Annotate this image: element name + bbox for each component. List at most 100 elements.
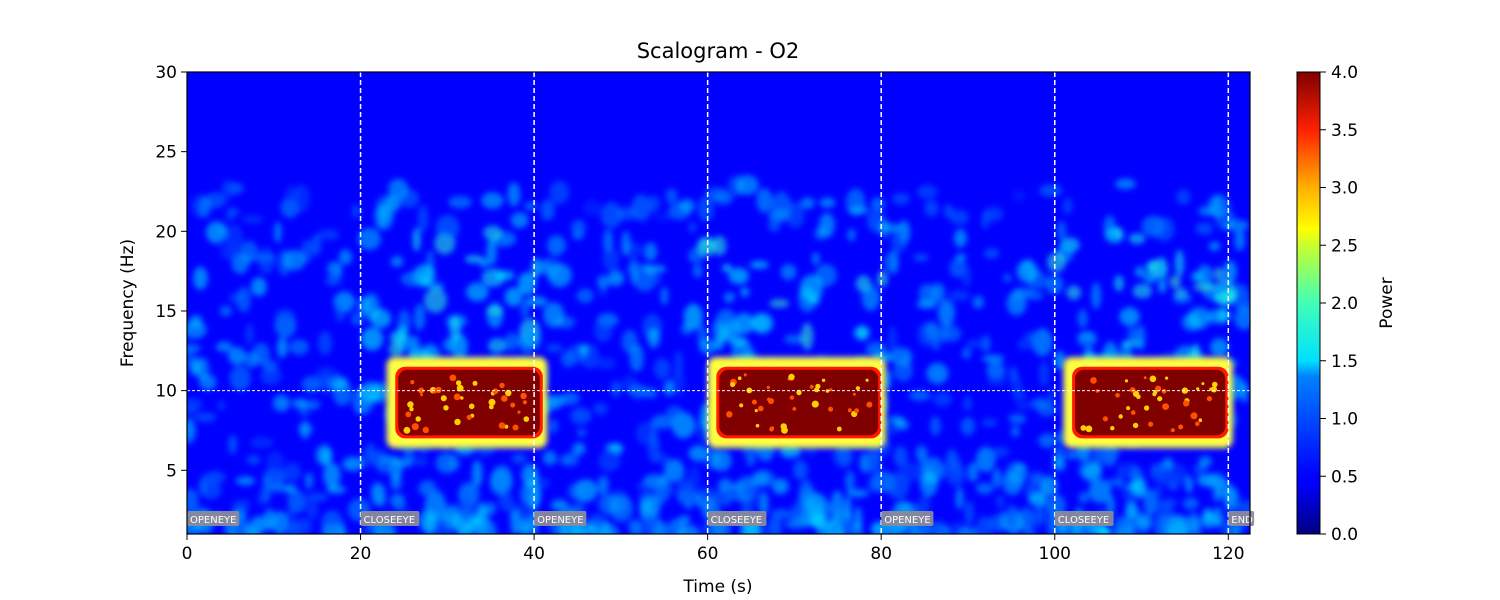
alpha-speck bbox=[1126, 406, 1131, 411]
power-blob bbox=[991, 446, 1010, 458]
power-blob bbox=[486, 302, 504, 328]
power-blob bbox=[898, 461, 920, 482]
power-blob bbox=[597, 475, 609, 496]
power-blob bbox=[217, 400, 226, 411]
power-blob bbox=[1011, 426, 1020, 437]
power-blob bbox=[412, 227, 421, 252]
power-blob bbox=[949, 258, 967, 278]
power-blob bbox=[475, 518, 497, 534]
power-blob bbox=[976, 446, 996, 473]
alpha-speck bbox=[488, 404, 494, 410]
power-blob bbox=[594, 316, 613, 343]
power-blob bbox=[576, 428, 587, 438]
alpha-speck bbox=[865, 378, 869, 382]
power-blob bbox=[729, 481, 754, 491]
event-label: OPENEYE bbox=[537, 515, 583, 526]
power-blob bbox=[728, 336, 749, 347]
power-blob bbox=[203, 471, 226, 484]
power-blob bbox=[995, 495, 1005, 509]
power-blob bbox=[257, 247, 275, 274]
alpha-speck bbox=[1165, 376, 1169, 380]
power-blob bbox=[400, 271, 425, 287]
event-label: CLOSEEYE bbox=[364, 515, 415, 526]
power-blob bbox=[187, 351, 197, 366]
power-blob bbox=[875, 524, 894, 534]
power-blob bbox=[283, 249, 306, 271]
power-blob bbox=[1082, 462, 1102, 483]
power-blob bbox=[547, 263, 572, 288]
power-blob bbox=[1168, 482, 1179, 492]
power-blob bbox=[311, 234, 322, 256]
power-blob bbox=[370, 308, 392, 329]
power-blob bbox=[636, 421, 658, 446]
alpha-speck bbox=[1195, 421, 1200, 427]
power-blob bbox=[929, 416, 941, 436]
alpha-speck bbox=[1085, 425, 1093, 433]
power-blob bbox=[518, 271, 537, 296]
power-blob bbox=[967, 462, 979, 483]
power-blob bbox=[1119, 307, 1140, 327]
power-blob bbox=[361, 327, 384, 351]
alpha-speck bbox=[1129, 387, 1136, 393]
power-blob bbox=[1023, 526, 1037, 534]
power-blob bbox=[893, 445, 908, 467]
alpha-speck bbox=[1162, 403, 1169, 410]
power-blob bbox=[413, 457, 428, 467]
power-blob bbox=[481, 192, 504, 209]
power-blob bbox=[677, 524, 700, 534]
alpha-speck bbox=[435, 386, 442, 394]
power-blob bbox=[1225, 219, 1249, 232]
power-blob bbox=[291, 398, 309, 409]
power-blob bbox=[1210, 338, 1229, 357]
power-blob bbox=[1087, 524, 1107, 533]
power-blob bbox=[572, 442, 586, 456]
power-blob bbox=[487, 338, 507, 354]
power-blob bbox=[245, 323, 254, 345]
power-blob bbox=[600, 202, 623, 229]
power-blob bbox=[981, 212, 990, 230]
power-blob bbox=[576, 288, 594, 304]
power-blob bbox=[269, 483, 290, 493]
power-blob bbox=[187, 488, 199, 516]
power-blob bbox=[986, 361, 1006, 380]
alpha-speck bbox=[523, 416, 530, 422]
power-blob bbox=[253, 515, 273, 532]
power-blob bbox=[978, 515, 991, 525]
power-blob bbox=[847, 228, 856, 242]
power-blob bbox=[390, 256, 404, 268]
alpha-speck bbox=[411, 423, 419, 431]
power-blob bbox=[484, 502, 496, 516]
power-blob bbox=[1106, 478, 1124, 487]
colorbar-tick-label: 0.5 bbox=[1331, 467, 1358, 487]
power-blob bbox=[883, 252, 899, 273]
power-blob bbox=[1187, 512, 1200, 534]
power-blob bbox=[388, 178, 409, 200]
event-label-box bbox=[1054, 511, 1114, 526]
power-blob bbox=[713, 235, 727, 256]
power-blob bbox=[981, 418, 997, 427]
event-marker: OPENEYE bbox=[187, 511, 240, 526]
power-blob bbox=[251, 277, 267, 297]
power-blob bbox=[1077, 332, 1098, 348]
y-axis: 5 10 15 20 25 30 bbox=[155, 63, 187, 481]
power-blob bbox=[1113, 275, 1124, 292]
alpha-speck bbox=[770, 426, 775, 431]
power-blob bbox=[359, 381, 382, 404]
power-blob bbox=[908, 389, 931, 401]
alpha-band-core bbox=[719, 369, 879, 436]
power-blob bbox=[877, 223, 901, 233]
power-blob bbox=[848, 206, 870, 215]
power-blob bbox=[323, 462, 341, 489]
power-blob bbox=[981, 354, 1005, 363]
power-blob bbox=[1154, 483, 1164, 498]
x-tick-label: 80 bbox=[870, 544, 892, 564]
power-blob bbox=[1046, 388, 1057, 408]
power-blob bbox=[1127, 327, 1139, 341]
alpha-speck bbox=[751, 399, 757, 405]
power-blob bbox=[1028, 492, 1048, 507]
power-blob bbox=[197, 196, 212, 218]
power-blob bbox=[520, 301, 530, 319]
power-blob bbox=[596, 275, 610, 289]
power-blob bbox=[495, 270, 515, 281]
y-tick-label: 20 bbox=[155, 222, 177, 242]
